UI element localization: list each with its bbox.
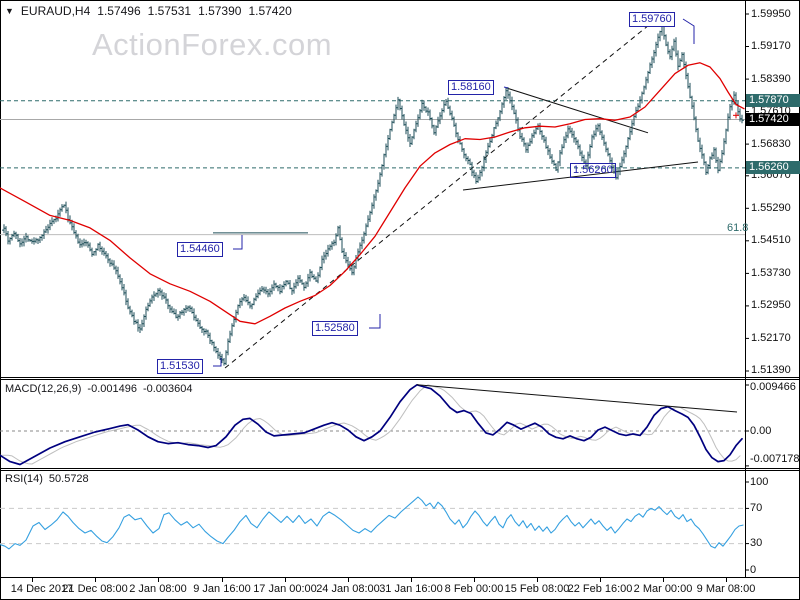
- x-axis-label: 22 Feb 16:00: [567, 583, 633, 595]
- rsi-line: [0, 496, 744, 550]
- rsi-legend: RSI(14) 50.5728: [5, 473, 89, 485]
- x-axis-hotzone[interactable]: [0, 578, 800, 600]
- x-axis-label: 8 Feb 00:00: [444, 583, 504, 595]
- macd-axis-label: -0.007178: [750, 452, 800, 465]
- y-axis-label: 1.52950: [751, 299, 791, 312]
- x-axis-label: 9 Jan 16:00: [193, 583, 251, 595]
- y-axis-label: 1.54510: [751, 234, 791, 247]
- trendline: [462, 161, 699, 191]
- moving-average-line: [0, 62, 745, 325]
- y-axis-hotzone[interactable]: [746, 0, 800, 578]
- x-axis-label: 17 Jan 00:00: [253, 583, 317, 595]
- y-axis-label: 1.56830: [751, 137, 791, 150]
- macd-axis-label: 0.009466: [750, 380, 796, 393]
- rsi-axis-label: 100: [750, 475, 769, 488]
- annotation-connector: [213, 358, 222, 367]
- chart-header: ▼ EURAUD,H4 1.57496 1.57531 1.57390 1.57…: [5, 4, 292, 18]
- y-axis-label: 1.53730: [751, 266, 791, 279]
- y-axis-label: 1.59170: [751, 40, 791, 53]
- macd-indicator-name: MACD(12,26,9): [5, 383, 82, 395]
- price-high: 1.57531: [147, 4, 192, 18]
- x-axis-label: 9 Mar 08:00: [696, 583, 756, 595]
- annotation-connector: [233, 235, 243, 250]
- annotation-connector: [503, 86, 509, 89]
- price-annotation[interactable]: 1.51530: [157, 359, 203, 374]
- trendline: [505, 87, 649, 134]
- rsi-axis-label: 70: [750, 501, 763, 514]
- price-annotation[interactable]: 1.59760: [629, 12, 675, 27]
- x-axis-label: 31 Jan 16:00: [379, 583, 443, 595]
- macd-value-signal: -0.003604: [142, 383, 193, 395]
- x-axis-label: 2 Jan 08:00: [129, 583, 187, 595]
- macd-trendline: [416, 384, 738, 413]
- y-axis-label: 1.55290: [751, 201, 791, 214]
- price-close: 1.57420: [248, 4, 292, 18]
- y-axis-label: 1.51390: [751, 364, 791, 377]
- price-open: 1.57496: [97, 4, 141, 18]
- price-axis-tag: 1.56260: [746, 161, 800, 175]
- macd-axis-label: 0.00: [750, 424, 772, 437]
- x-axis-label: 2 Mar 00:00: [633, 583, 693, 595]
- rsi-axis-label: 30: [750, 537, 763, 550]
- y-axis-label: 1.58390: [751, 72, 791, 85]
- symbol-timeframe: EURAUD,H4: [20, 4, 91, 18]
- price-low: 1.57390: [198, 4, 242, 18]
- symbol-dropdown-icon[interactable]: ▼: [5, 6, 14, 16]
- dashed-trendline: [224, 15, 661, 369]
- x-axis-label: 21 Dec 08:00: [62, 583, 128, 595]
- watermark: ActionForex.com: [92, 27, 333, 62]
- price-annotation[interactable]: 1.56260: [570, 163, 616, 178]
- price-annotation[interactable]: 1.52580: [312, 321, 358, 336]
- rsi-axis-label: 0: [750, 563, 757, 576]
- rsi-value: 50.5728: [48, 473, 89, 485]
- price-axis-tag: 1.57870: [746, 94, 800, 108]
- x-axis-label: 14 Dec 2017: [10, 583, 74, 595]
- macd-value-main: -0.001496: [87, 383, 137, 395]
- price-annotation[interactable]: 1.54460: [177, 242, 223, 257]
- annotation-connector: [369, 314, 381, 329]
- price-bars: [2, 19, 744, 366]
- price-axis-tag: 1.57420: [746, 113, 800, 126]
- rsi-indicator-name: RSI(14): [5, 473, 43, 485]
- price-annotation[interactable]: 1.58160: [448, 80, 494, 95]
- x-axis-label: 24 Jan 08:00: [316, 583, 380, 595]
- y-axis-label: 1.52170: [751, 331, 791, 344]
- fib-ratio-label: 61.8: [727, 221, 749, 234]
- macd-legend: MACD(12,26,9) -0.001496 -0.003604: [5, 383, 193, 395]
- y-axis-label: 1.59950: [751, 7, 791, 20]
- macd-main-line: [0, 383, 743, 466]
- x-axis-label: 15 Feb 08:00: [504, 583, 570, 595]
- annotation-connector: [682, 18, 695, 44]
